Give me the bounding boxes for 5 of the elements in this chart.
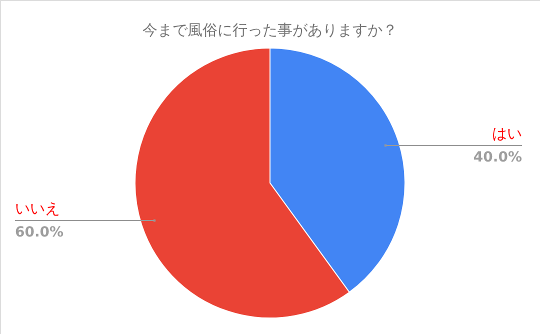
chart-title: 今まで風俗に行った事がありますか？ (142, 21, 398, 39)
data-label: 60.0% (15, 224, 64, 241)
slice-label: はい (492, 124, 522, 142)
data-label: 40.0% (473, 149, 522, 166)
slice-label: いいえ (15, 200, 60, 218)
